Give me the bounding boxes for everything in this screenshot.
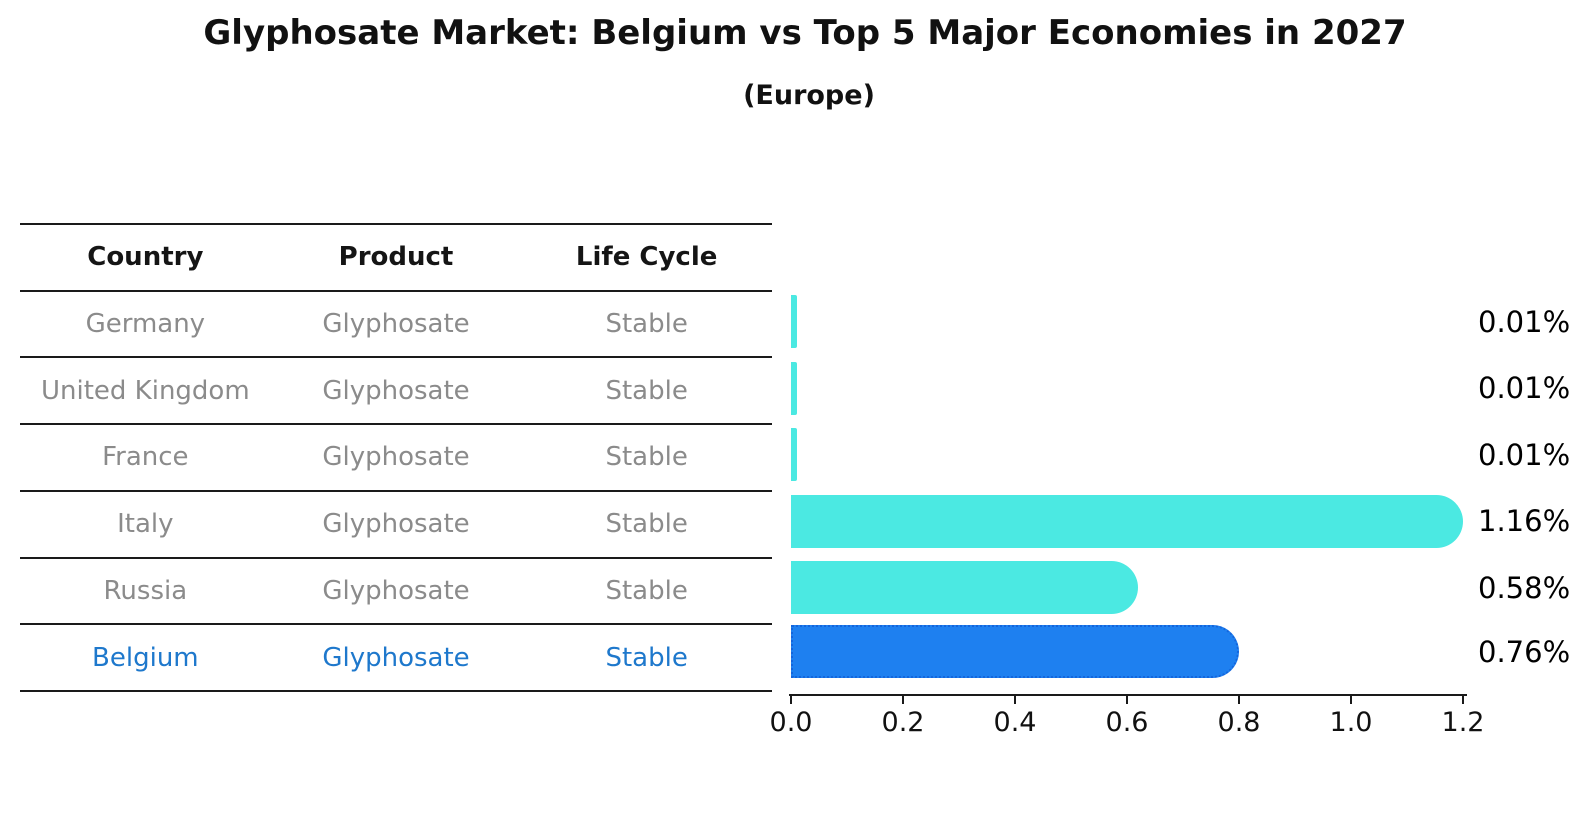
bar-value-label: 0.58% [1478,570,1571,605]
product-cell: Glyphosate [322,375,470,406]
bar-france [791,428,797,481]
column-header-country: Country [87,242,204,273]
bar-value-label: 0.76% [1478,634,1571,669]
life-cycle-cell: Stable [605,642,688,673]
x-axis-tick-label: 0.4 [993,707,1037,738]
x-axis-tick-label: 1.2 [1441,707,1485,738]
x-axis-tickmark [902,694,904,704]
x-axis-tickmark [1014,694,1016,704]
column-header-life-cycle: Life Cycle [575,242,718,273]
table-row-united-kingdom: United Kingdom Glyphosate Stable [20,358,772,426]
x-axis-tickmark [1462,694,1464,704]
country-cell: Germany [85,309,206,340]
bar-italy [791,494,1463,548]
bar-value-label: 0.01% [1478,437,1571,472]
x-axis-tick-label: 0.6 [1105,707,1149,738]
table-row-france: France Glyphosate Stable [20,425,772,492]
x-axis-tick-label: 1.0 [1329,707,1373,738]
product-cell: Glyphosate [322,442,470,473]
table-row-germany: Germany Glyphosate Stable [20,292,772,359]
product-cell: Glyphosate [322,575,470,606]
page-title: Glyphosate Market: Belgium vs Top 5 Majo… [203,13,1407,53]
product-cell: Glyphosate [322,642,470,673]
x-axis-line [789,694,1467,696]
x-axis-tick-label: 0.2 [881,707,925,738]
country-cell: Belgium [92,642,199,673]
page-subtitle: (Europe) [743,80,875,111]
x-axis-tickmark [1126,694,1128,704]
life-cycle-cell: Stable [605,375,688,406]
table-row-italy: Italy Glyphosate Stable [20,492,772,559]
x-axis-tickmark [1350,694,1352,704]
table-row-russia: Russia Glyphosate Stable [20,559,772,626]
x-axis-tick-label: 0.0 [769,707,813,738]
bar-united-kingdom [791,361,797,415]
table-row-belgium: Belgium Glyphosate Stable [20,625,772,692]
column-header-product: Product [338,242,454,273]
country-cell: United Kingdom [40,375,250,406]
life-cycle-cell: Stable [605,309,688,340]
bar-value-label: 1.16% [1478,504,1571,538]
x-axis-tickmark [790,694,792,704]
country-table: Country Product Life Cycle Germany Glyph… [20,223,772,692]
product-cell: Glyphosate [322,509,470,540]
bar-russia [791,561,1138,614]
life-cycle-cell: Stable [605,509,688,540]
x-axis-tickmark [1238,694,1240,704]
bar-belgium [791,625,1239,678]
product-cell: Glyphosate [322,309,470,340]
country-cell: France [102,442,189,473]
bar-value-label: 0.01% [1478,304,1571,339]
x-axis-tick-label: 0.8 [1217,707,1261,738]
bar-value-label: 0.01% [1478,371,1571,405]
life-cycle-cell: Stable [605,575,688,606]
bar-germany [791,295,797,348]
country-cell: Italy [117,509,174,540]
table-header-row: Country Product Life Cycle [20,225,772,292]
life-cycle-cell: Stable [605,442,688,473]
country-cell: Russia [103,575,188,606]
